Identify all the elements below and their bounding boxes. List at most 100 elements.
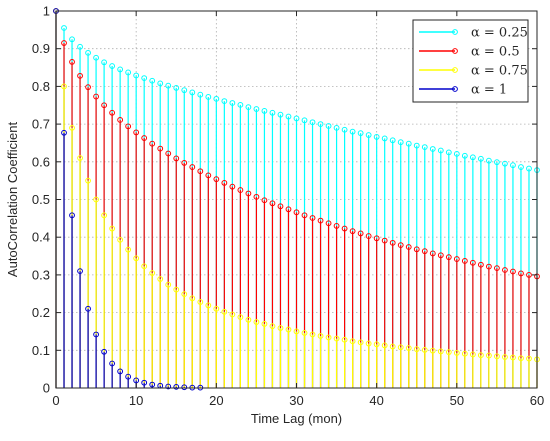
- stem-marker: [221, 308, 228, 315]
- stem-marker: [333, 335, 340, 342]
- stem-marker: [461, 152, 468, 159]
- stem-marker: [405, 140, 412, 147]
- stem-marker: [413, 246, 420, 253]
- stem-marker: [301, 212, 308, 219]
- stem-marker: [173, 155, 180, 162]
- stem-marker: [261, 108, 268, 114]
- stem-marker: [253, 193, 260, 200]
- stem-marker: [245, 190, 252, 197]
- legend: α = 0.25 α = 0.5 α = 0.75 α = 1: [412, 19, 529, 103]
- stem-marker: [69, 36, 75, 43]
- stem-marker: [373, 341, 380, 348]
- stem-marker: [85, 84, 91, 91]
- stem-marker: [341, 225, 348, 232]
- stem-marker: [141, 263, 148, 270]
- stem-marker: [526, 272, 532, 278]
- stem-marker: [221, 98, 228, 105]
- y-tick-label: 0.5: [32, 192, 50, 207]
- stem-marker: [526, 165, 532, 172]
- x-tick-label: 60: [530, 393, 544, 408]
- stem-marker: [421, 347, 428, 353]
- stem-marker: [518, 164, 524, 170]
- stem-marker: [502, 267, 508, 273]
- stem-marker: [125, 246, 132, 253]
- stem-marker: [117, 236, 124, 243]
- stem-marker: [141, 379, 148, 386]
- stem-marker: [389, 137, 396, 144]
- stem-marker: [421, 248, 428, 255]
- legend-marker: [452, 67, 458, 73]
- stem-marker: [445, 349, 452, 356]
- stem-marker: [502, 354, 508, 360]
- stem-marker: [381, 135, 388, 142]
- stem-marker: [510, 268, 516, 275]
- stem-marker: [486, 263, 492, 270]
- stem-marker: [157, 145, 164, 152]
- stem-marker: [486, 352, 492, 359]
- stem-marker: [77, 72, 83, 79]
- stem-marker: [494, 353, 500, 360]
- stem-marker: [469, 154, 476, 161]
- stem-marker: [453, 150, 460, 157]
- stem-marker: [205, 302, 212, 309]
- y-tick-label: 0.7: [32, 117, 50, 132]
- stem-marker: [357, 339, 364, 346]
- stem-marker: [309, 119, 316, 126]
- stem-marker: [93, 331, 99, 338]
- stem-marker: [93, 93, 99, 100]
- stem-marker: [221, 180, 228, 186]
- stem-marker: [189, 89, 196, 96]
- stem-marker: [157, 276, 164, 282]
- stem-marker: [253, 106, 260, 112]
- stem-marker: [157, 80, 164, 87]
- stem-series: [53, 8, 540, 391]
- stem-marker: [149, 381, 156, 388]
- x-tick-label: 50: [450, 393, 464, 408]
- stem-marker: [518, 270, 524, 277]
- stem-marker: [205, 172, 212, 179]
- stem-marker: [285, 113, 292, 120]
- stem-marker: [61, 83, 67, 90]
- stem-marker: [245, 316, 252, 323]
- stem-marker: [381, 342, 388, 349]
- stem-marker: [261, 197, 268, 204]
- stem-marker: [165, 383, 172, 390]
- stem-marker: [285, 206, 292, 213]
- stem-marker: [125, 69, 132, 76]
- stem-marker: [349, 228, 356, 235]
- stem-marker: [165, 281, 172, 288]
- legend-label: α = 0.25: [471, 26, 528, 41]
- stem-marker: [61, 25, 67, 31]
- stem-marker: [469, 351, 476, 358]
- stem-marker: [101, 59, 107, 66]
- stem-marker: [341, 126, 348, 133]
- legend-label: α = 1: [471, 83, 507, 98]
- stem-marker: [173, 286, 180, 293]
- stem-marker: [125, 123, 132, 130]
- stem-marker: [486, 157, 492, 164]
- stem-marker: [109, 63, 116, 69]
- stem-marker: [149, 77, 156, 84]
- stem-marker: [141, 135, 148, 141]
- y-tick-label: 0.2: [32, 305, 50, 320]
- stem-marker: [197, 91, 204, 98]
- stem-marker: [261, 321, 268, 327]
- stem-marker: [445, 149, 452, 156]
- y-tick-label: 1: [43, 4, 50, 19]
- stem-marker: [101, 102, 107, 109]
- stem-marker: [397, 242, 404, 249]
- y-tick-label: 0.4: [32, 230, 50, 245]
- stem-marker: [309, 331, 316, 338]
- stem-marker: [77, 155, 83, 161]
- stem-marker: [429, 347, 436, 354]
- stem-marker: [469, 259, 476, 266]
- stem-marker: [413, 346, 420, 353]
- legend-marker: [452, 86, 458, 92]
- stem-marker: [405, 244, 412, 250]
- stem-marker: [85, 49, 91, 56]
- stem-marker: [109, 109, 116, 116]
- stem-marker: [101, 348, 107, 355]
- stem-marker: [341, 336, 348, 343]
- stem-marker: [197, 299, 204, 305]
